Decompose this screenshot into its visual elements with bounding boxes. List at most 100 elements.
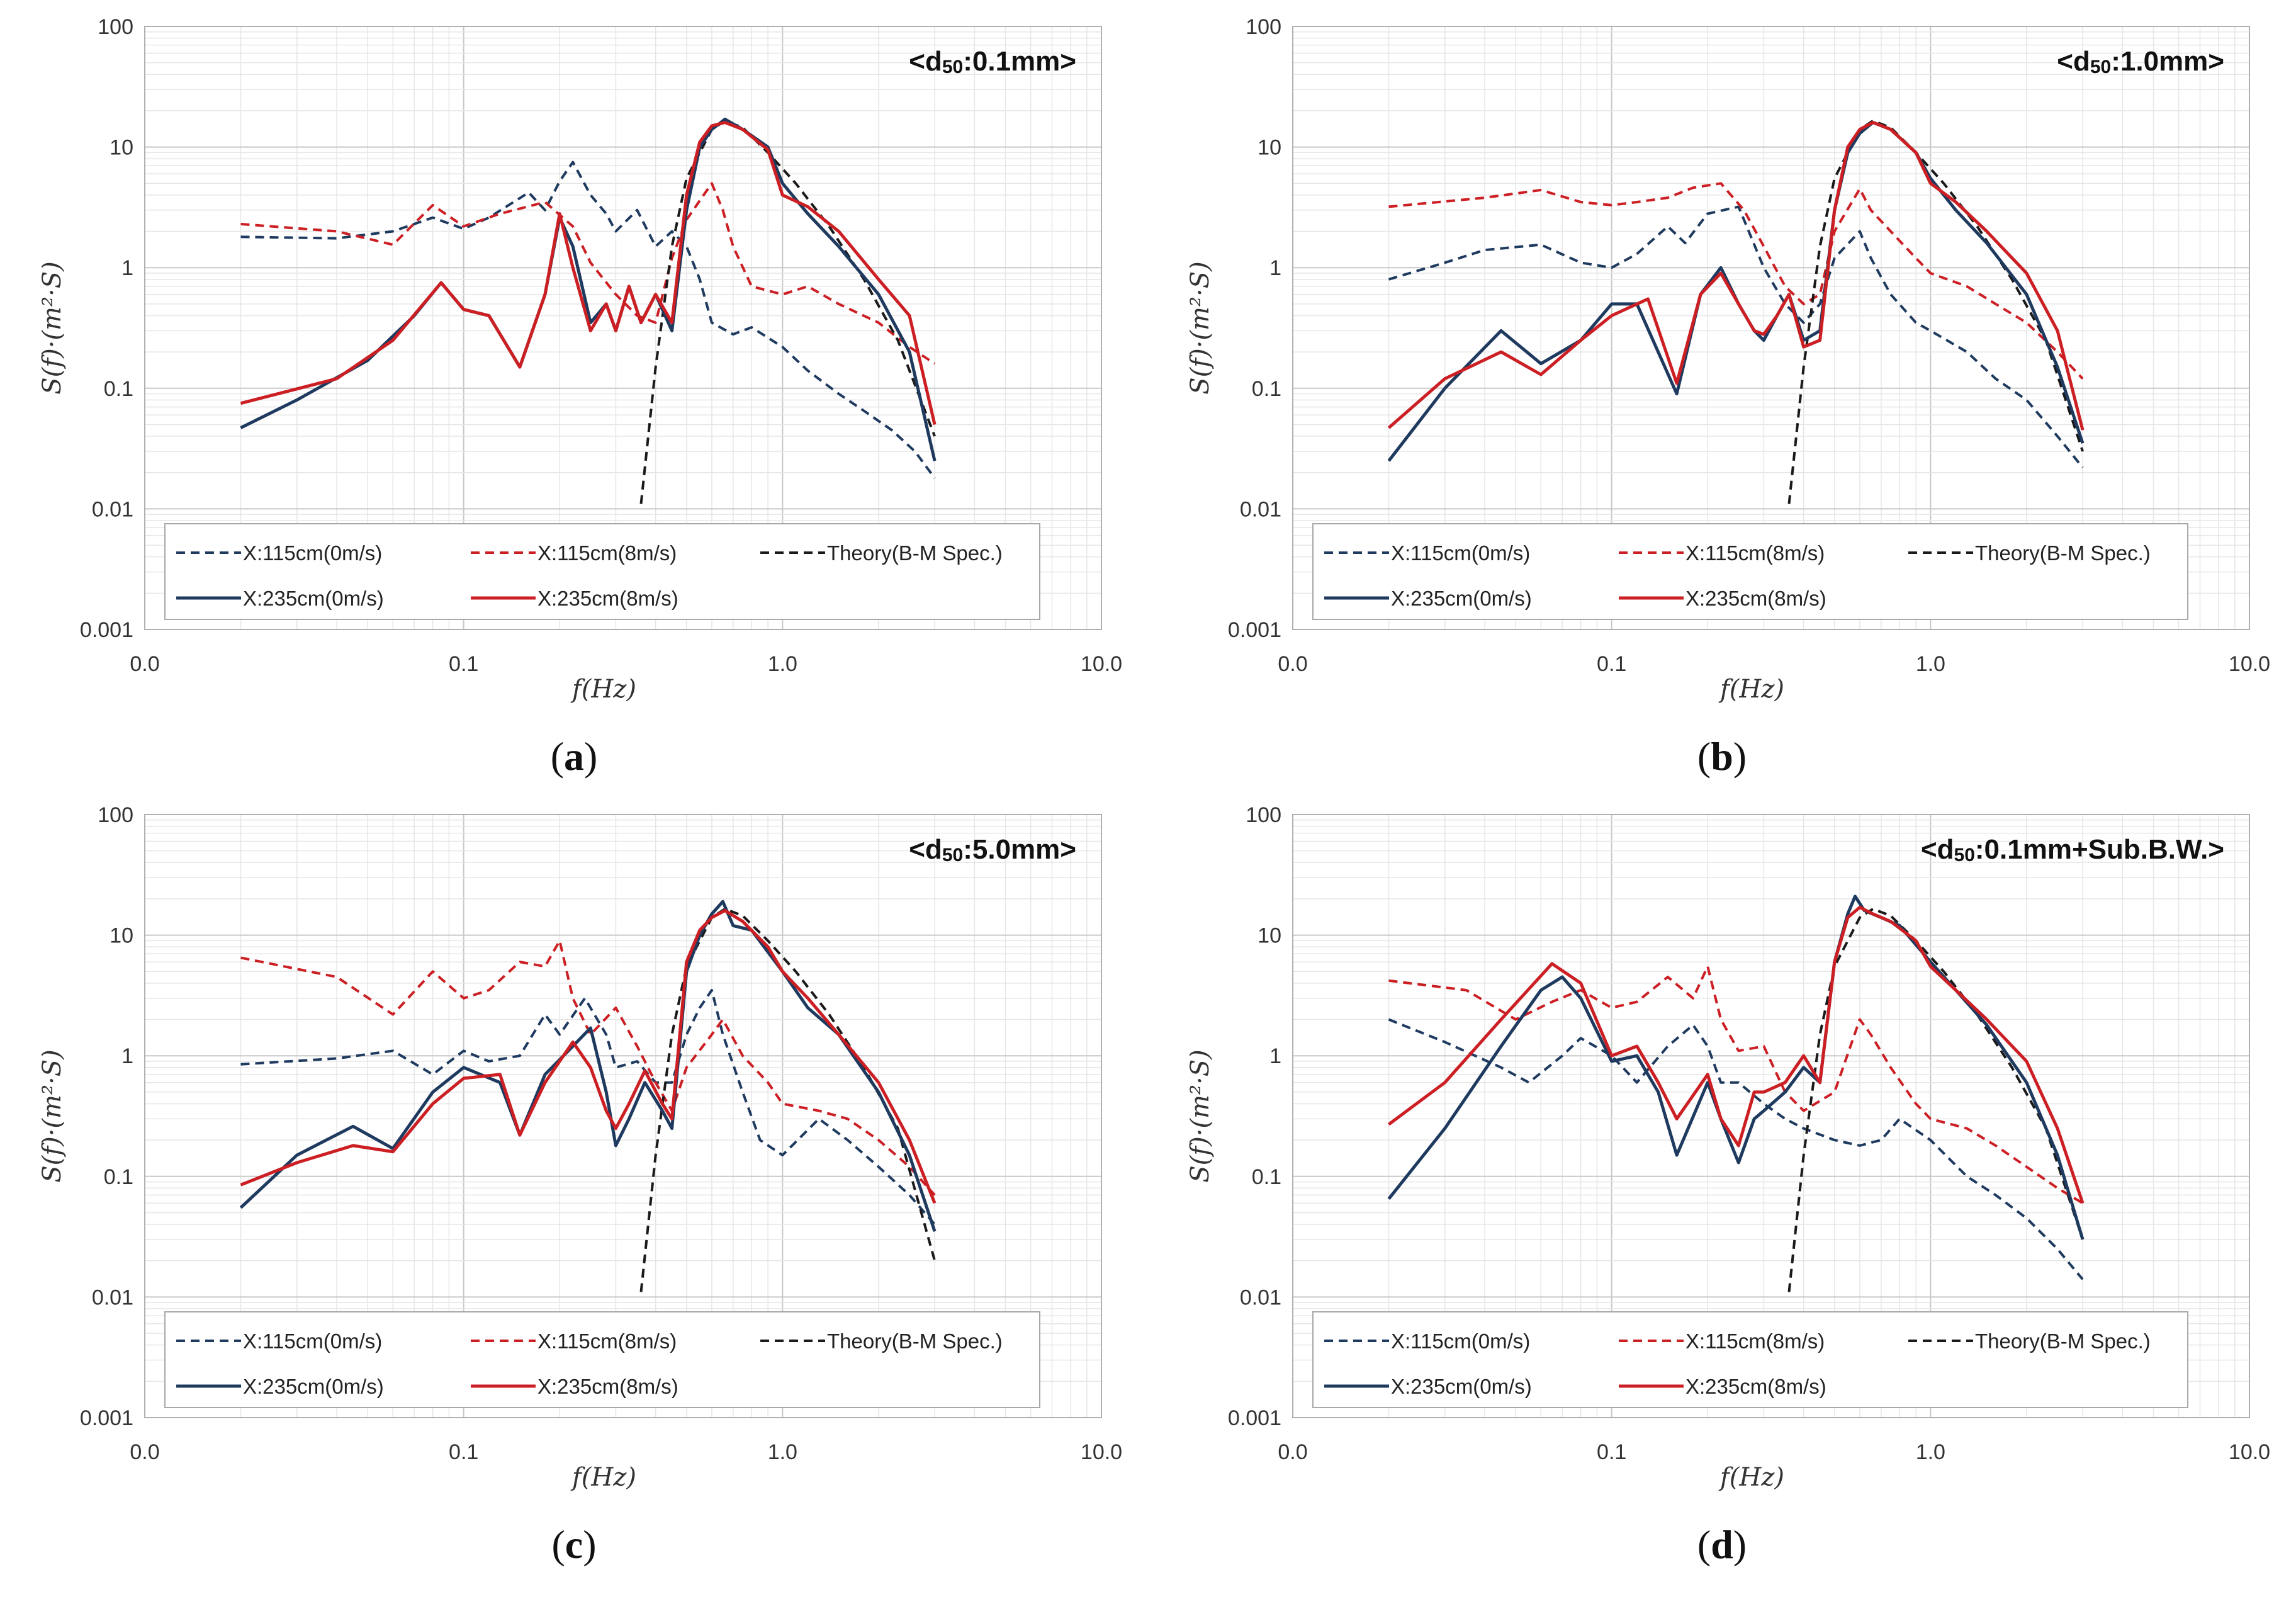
series-line-235cm-8ms [240,121,937,426]
legend-label: X:235cm(8m/s) [537,1375,678,1398]
plot-frame [144,814,1102,1418]
y-tick-label: 0.001 [80,1406,133,1430]
y-tick-label: 0.001 [1228,618,1281,642]
x-tick-label: 10.0 [2229,652,2270,676]
chart-panel-d: 0.001 0.01 0.1 1 10 100 0.0 0.1 1.0 10.0 [1186,803,2270,1567]
y-tick-label: 1 [1269,1044,1281,1068]
y-tick-label: 100 [98,15,133,39]
y-tick-labels: 0.001 0.01 0.1 1 10 100 [1228,803,1281,1430]
x-axis-label: f(Hz) [1718,675,1784,704]
legend-label: X:115cm(0m/s) [243,1329,382,1353]
y-tick-label: 0.001 [1228,1406,1281,1430]
y-tick-label: 0.1 [1252,1165,1281,1189]
legend-label: X:115cm(8m/s) [537,1329,677,1353]
chart-panel-c: 0.001 0.01 0.1 1 10 100 0.0 0.1 1.0 10.0 [38,803,1122,1567]
legend-box [1312,523,2188,620]
legend-box [1312,1311,2188,1408]
y-tick-label: 0.1 [104,1165,133,1189]
x-tick-label: 1.0 [1916,652,1945,676]
legend: X:115cm(0m/s) X:115cm(8m/s) Theory(B-M S… [1312,523,2188,620]
chart-panel-b: 0.001 0.01 0.1 1 10 100 0.0 0.1 1.0 10.0 [1186,15,2270,779]
y-tick-label: 0.1 [1252,377,1281,401]
plot-frame [144,26,1102,630]
chart-title: <d50:5.0mm> [909,834,1076,866]
y-tick-label: 0.01 [92,497,133,521]
panel-caption: (c) [551,1522,596,1567]
series-lines [240,117,937,504]
legend-label: Theory(B-M Spec.) [1975,1329,2151,1353]
x-tick-label: 0.1 [1597,1440,1626,1464]
legend-label: X:115cm(8m/s) [1685,1329,1825,1353]
panel-caption: (d) [1697,1522,1747,1567]
legend-box [164,1311,1040,1408]
y-tick-label: 10 [1258,136,1281,160]
series-line-235cm-0ms [1387,894,2085,1240]
y-tick-label: 100 [98,803,133,827]
legend-label: X:115cm(0m/s) [1391,541,1530,565]
panel-caption: (b) [1697,734,1747,779]
legend-box [164,523,1040,620]
series-line-235cm-0ms [240,117,937,461]
series-line-235cm-8ms [1388,905,2085,1204]
legend-label: X:235cm(8m/s) [537,587,678,610]
y-tick-label: 10 [110,924,133,948]
series-line-235cm-0ms [239,900,937,1232]
x-tick-labels: 0.0 0.1 1.0 10.0 [130,1440,1122,1464]
series-line-115cm-0ms [1388,1018,2084,1280]
chart-title: <d50:0.1mm+Sub.B.W.> [1921,834,2224,866]
legend-label: X:115cm(8m/s) [537,541,677,565]
y-tick-label: 10 [1258,924,1281,948]
x-tick-label: 0.1 [1597,652,1626,676]
y-tick-label: 1 [1269,256,1281,280]
x-tick-label: 1.0 [768,1440,797,1464]
x-tick-label: 10.0 [2229,1440,2270,1464]
x-tick-label: 1.0 [1916,1440,1945,1464]
y-tick-label: 100 [1246,15,1281,39]
plot-area: 0.001 0.01 0.1 1 10 100 0.0 0.1 1.0 10.0 [38,803,1122,1567]
x-tick-labels: 0.0 0.1 1.0 10.0 [1278,1440,2270,1464]
legend-label: Theory(B-M Spec.) [1975,541,2151,565]
plot-area: 0.001 0.01 0.1 1 10 100 0.0 0.1 1.0 10.0 [1186,15,2270,779]
x-tick-label: 0.0 [1278,652,1307,676]
y-tick-label: 0.01 [92,1285,133,1309]
series-line-115cm-0ms [240,161,936,479]
x-axis-label: f(Hz) [1718,1463,1784,1492]
series-line-115cm-8ms [1388,182,2084,380]
legend: X:115cm(0m/s) X:115cm(8m/s) Theory(B-M S… [1312,1311,2188,1408]
series-line-115cm-8ms [240,939,936,1196]
y-axis-label: S(f)·(m²·S) [38,1049,67,1182]
x-tick-labels: 0.0 0.1 1.0 10.0 [1278,652,2270,676]
legend-label: X:235cm(8m/s) [1685,587,1826,610]
series-lines [1387,119,2085,504]
series-line-115cm-8ms [240,182,936,365]
legend-label: X:235cm(0m/s) [243,587,384,610]
y-tick-labels: 0.001 0.01 0.1 1 10 100 [1228,15,1281,642]
x-tick-label: 1.0 [768,652,797,676]
x-tick-label: 10.0 [1081,1440,1122,1464]
legend-label: X:115cm(0m/s) [243,541,382,565]
plot-area: 0.001 0.01 0.1 1 10 100 0.0 0.1 1.0 10.0 [38,15,1122,779]
y-tick-label: 0.001 [80,618,133,642]
x-tick-label: 0.0 [130,1440,159,1464]
series-line-theory [1787,119,2084,504]
y-tick-label: 0.1 [104,377,133,401]
x-axis-label: f(Hz) [570,675,636,704]
y-tick-label: 0.01 [1240,1285,1281,1309]
x-tick-label: 0.1 [449,1440,478,1464]
legend: X:115cm(0m/s) X:115cm(8m/s) Theory(B-M S… [164,523,1040,620]
x-axis-label: f(Hz) [570,1463,636,1492]
series-line-235cm-8ms [240,909,937,1204]
series-line-theory [639,119,936,504]
chart-panel-a: 0.001 0.01 0.1 1 10 100 0.0 0.1 1.0 10.0 [38,15,1122,779]
series-line-theory [1787,907,2084,1292]
y-axis-label: S(f)·(m²·S) [1186,261,1215,394]
y-tick-label: 1 [121,1044,133,1068]
y-tick-label: 1 [121,256,133,280]
legend-label: X:235cm(0m/s) [243,1375,384,1398]
legend-label: X:235cm(0m/s) [1391,587,1532,610]
y-axis-label: S(f)·(m²·S) [1186,1049,1215,1182]
plot-frame [1292,26,2250,630]
chart-title: <d50:1.0mm> [2057,46,2224,77]
y-tick-label: 10 [110,136,133,160]
